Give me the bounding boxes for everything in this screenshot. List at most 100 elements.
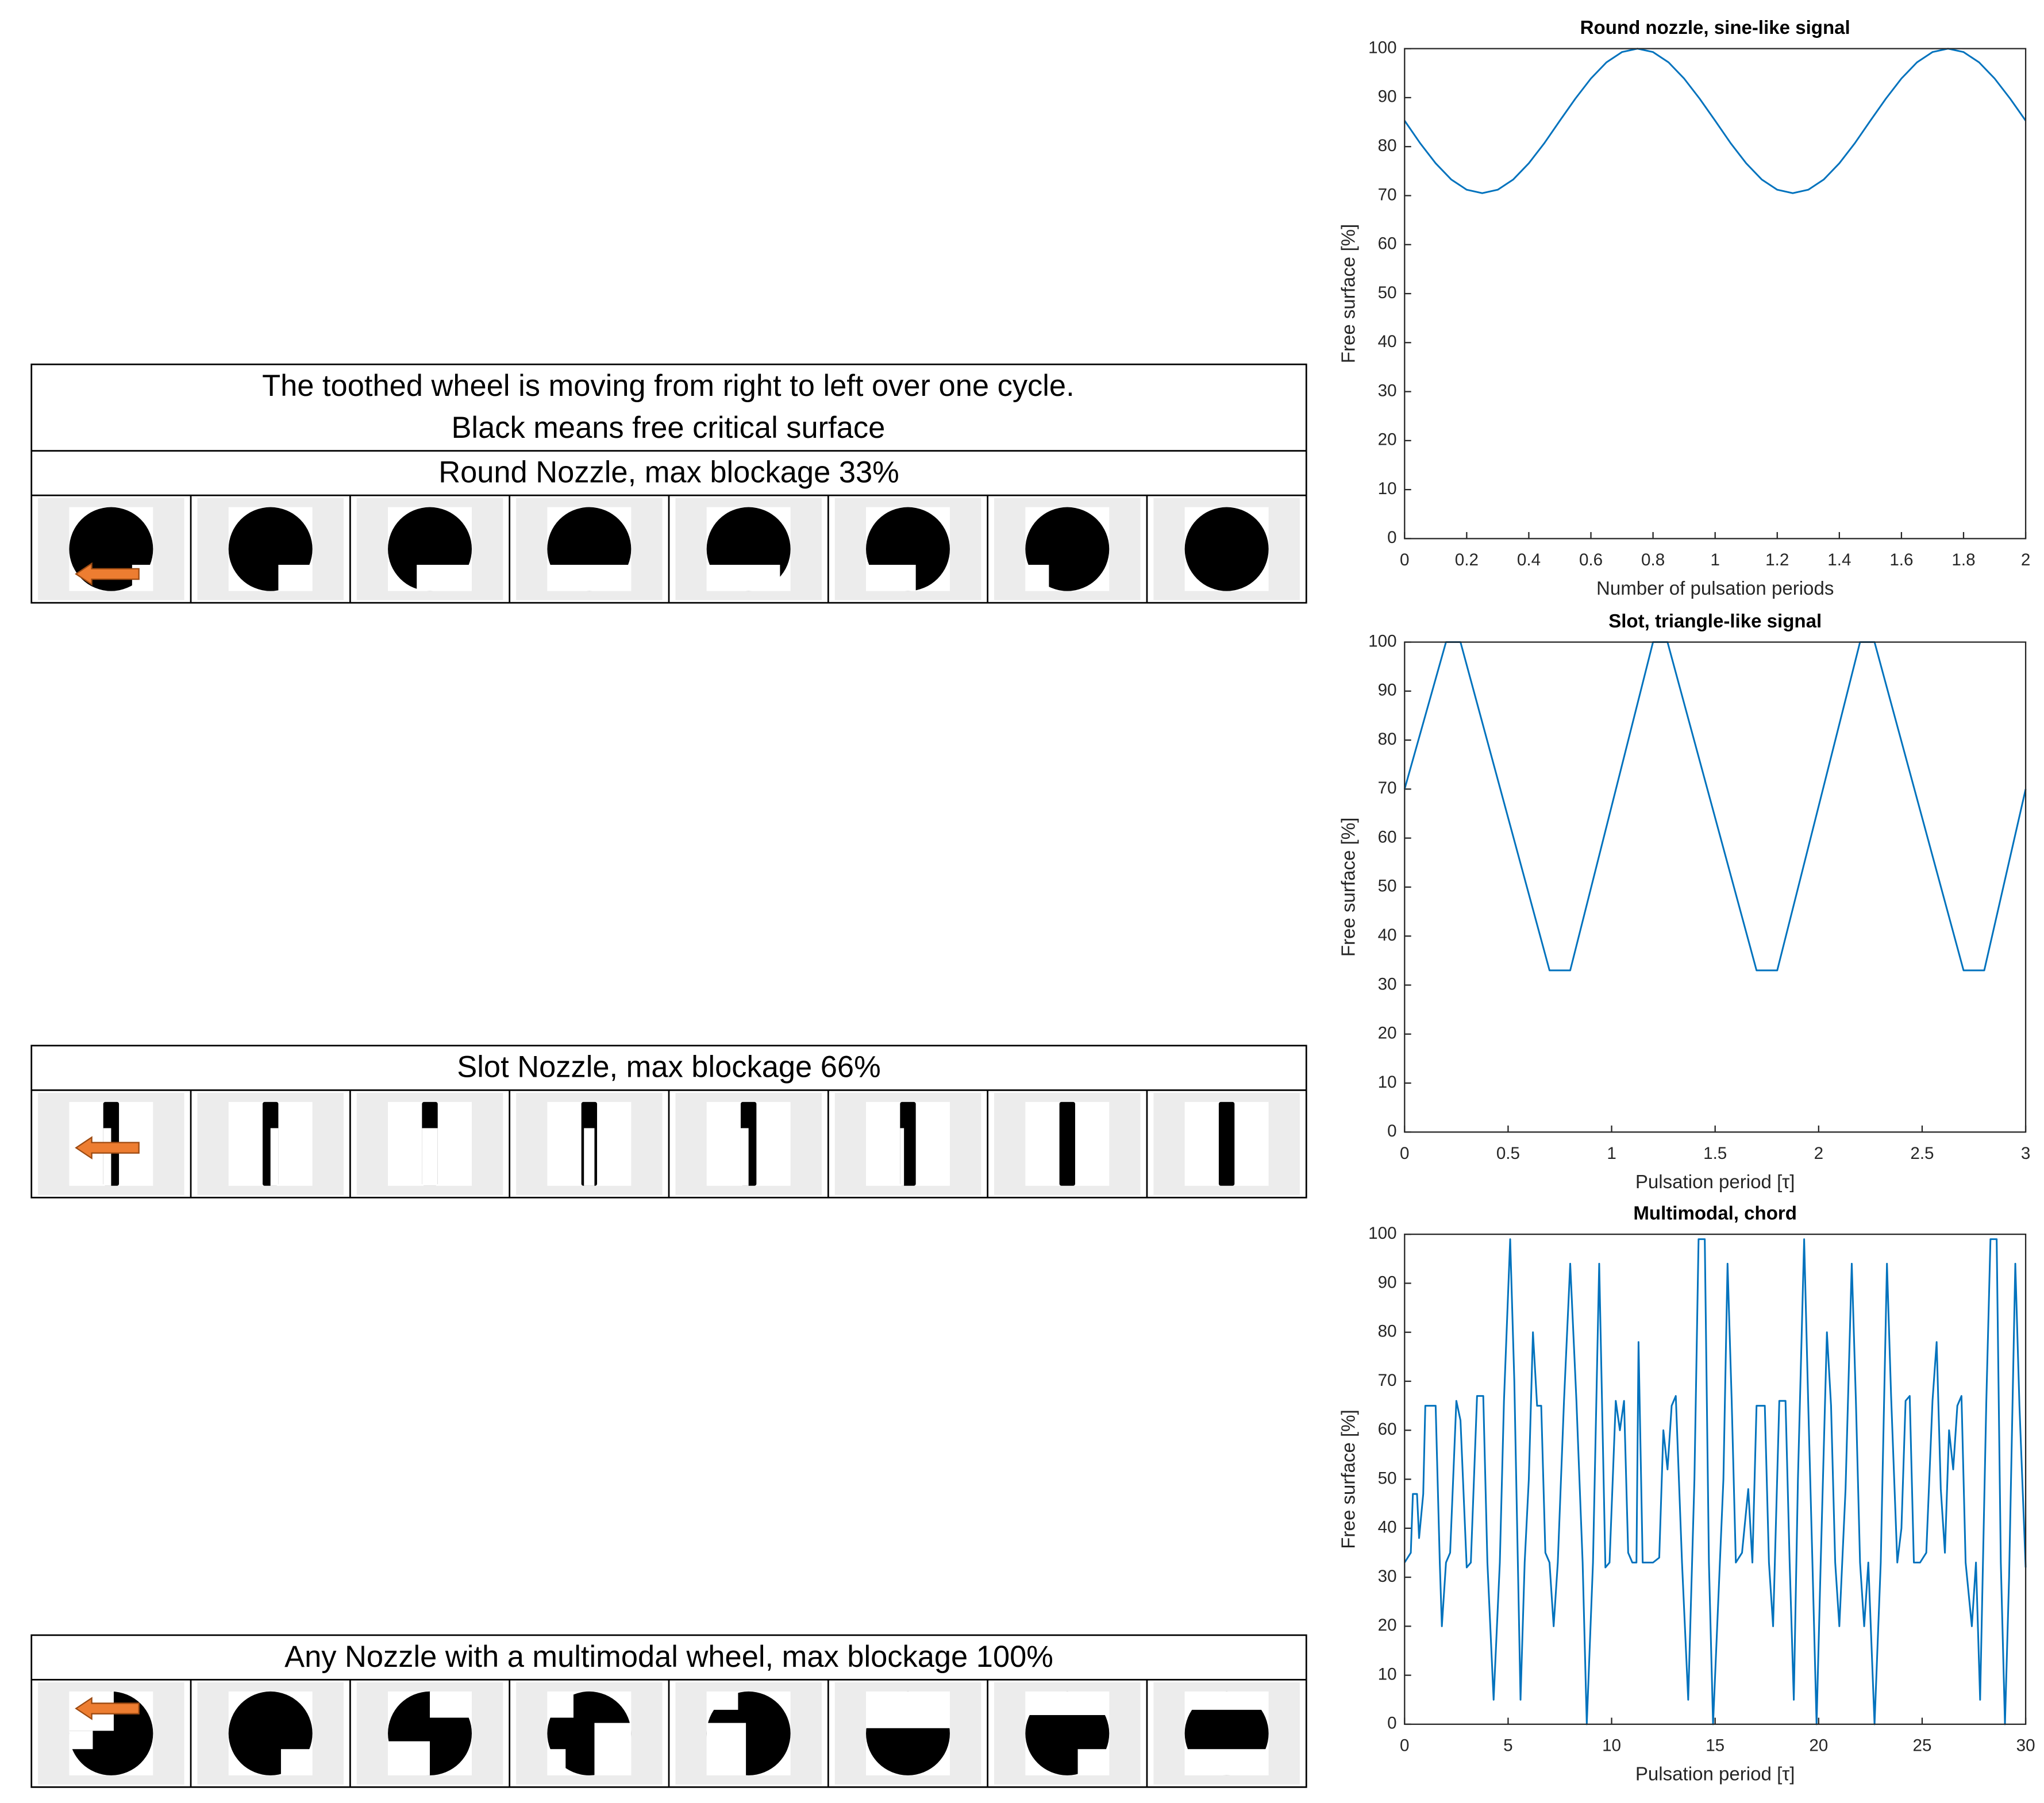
y-tick-label: 0 (1387, 528, 1396, 547)
x-tick-label: 15 (1706, 1736, 1724, 1755)
y-tick-label: 0 (1387, 1122, 1396, 1141)
y-tick-label: 20 (1378, 1616, 1397, 1635)
wheel-tooth (866, 1691, 950, 1728)
panel-title: Any Nozzle with a multimodal wheel, max … (284, 1640, 1053, 1674)
wheel-tooth (547, 1749, 566, 1775)
x-tick-label: 1 (1710, 550, 1719, 569)
y-tick-label: 100 (1368, 38, 1396, 57)
x-tick-label: 2 (1814, 1144, 1823, 1163)
x-axis-label: Pulsation period [τ] (1635, 1764, 1795, 1785)
chart-title: Multimodal, chord (1633, 1203, 1797, 1224)
x-tick-label: 10 (1602, 1736, 1621, 1755)
wheel-tooth (388, 1741, 430, 1775)
y-tick-label: 20 (1378, 1024, 1397, 1043)
y-tick-label: 10 (1378, 1073, 1397, 1092)
y-tick-label: 10 (1378, 1665, 1397, 1683)
x-tick-label: 1.4 (1827, 550, 1851, 569)
y-tick-label: 80 (1378, 730, 1397, 749)
y-tick-label: 40 (1378, 332, 1397, 351)
y-tick-label: 90 (1378, 681, 1397, 700)
x-tick-label: 5 (1503, 1736, 1512, 1755)
y-tick-label: 50 (1378, 1469, 1397, 1488)
axes-box (1404, 641, 2027, 1133)
wheel-tooth (547, 1691, 573, 1718)
signal-line (1404, 48, 2027, 194)
y-axis-label: Free surface [%] (1338, 224, 1359, 363)
panel-title: Round Nozzle, max blockage 33% (438, 456, 899, 490)
wheel-tooth (1184, 1691, 1269, 1710)
intro-line: Black means free critical surface (451, 411, 885, 445)
wheel-tooth (866, 565, 916, 591)
axes-box (1404, 1234, 2027, 1725)
wheel-tooth (280, 1749, 313, 1775)
x-tick-label: 0.6 (1579, 550, 1603, 569)
y-tick-label: 30 (1378, 381, 1397, 400)
wheel-tooth (706, 1691, 738, 1710)
x-axis-label: Pulsation period [τ] (1635, 1172, 1795, 1193)
direction-arrow (75, 1136, 140, 1160)
plot-area (1404, 642, 2026, 1132)
plot-area (1404, 1234, 2026, 1724)
y-tick-label: 20 (1378, 430, 1397, 449)
y-tick-label: 50 (1378, 283, 1397, 302)
signal-line (1404, 1238, 2027, 1725)
wheel-tooth (1025, 1691, 1110, 1715)
wheel-tooth (1184, 1749, 1269, 1775)
y-tick-label: 100 (1368, 631, 1396, 650)
panel-frame (30, 1045, 1307, 1199)
y-tick-label: 90 (1378, 87, 1397, 106)
x-tick-label: 25 (1912, 1736, 1931, 1755)
y-tick-label: 70 (1378, 779, 1397, 798)
wheel-tooth (278, 565, 313, 591)
x-axis-label: Number of pulsation periods (1596, 578, 1834, 599)
x-tick-label: 3 (2021, 1144, 2030, 1163)
wheel-tooth (706, 1723, 746, 1775)
x-tick-label: 0.2 (1455, 550, 1479, 569)
direction-arrow (75, 1697, 140, 1720)
nozzle (1059, 1101, 1075, 1186)
wheel-tooth (706, 565, 780, 591)
panel-title: Slot Nozzle, max blockage 66% (457, 1051, 880, 1084)
wheel-tooth (1077, 1749, 1110, 1775)
x-tick-label: 1.5 (1703, 1144, 1727, 1163)
direction-arrow (75, 562, 140, 586)
y-tick-label: 60 (1378, 234, 1397, 253)
nozzle (1218, 1101, 1235, 1186)
plot-area (1404, 48, 2026, 539)
y-tick-label: 90 (1378, 1273, 1397, 1292)
y-axis-label: Free surface [%] (1338, 1409, 1359, 1548)
y-tick-label: 80 (1378, 136, 1397, 155)
y-axis-label: Free surface [%] (1338, 818, 1359, 957)
wheel-tooth (584, 1128, 595, 1186)
y-tick-label: 40 (1378, 1518, 1397, 1537)
y-tick-label: 60 (1378, 827, 1397, 846)
chart-title: Slot, triangle-like signal (1608, 611, 1822, 632)
wheel-tooth (740, 1128, 749, 1186)
x-tick-label: 1.8 (1951, 550, 1975, 569)
wheel-tooth (69, 1731, 93, 1750)
x-tick-label: 1.2 (1765, 550, 1789, 569)
x-tick-label: 0 (1400, 1144, 1409, 1163)
x-tick-label: 0.8 (1641, 550, 1665, 569)
x-tick-label: 2 (2021, 550, 2030, 569)
y-tick-label: 0 (1387, 1714, 1396, 1733)
wheel-tooth (900, 1128, 904, 1186)
y-tick-label: 60 (1378, 1420, 1397, 1439)
x-tick-label: 20 (1809, 1736, 1828, 1755)
x-tick-label: 2.5 (1910, 1144, 1934, 1163)
y-tick-label: 30 (1378, 1567, 1397, 1586)
wheel-tooth (547, 565, 632, 591)
wheel-tooth (422, 1128, 438, 1186)
y-tick-label: 80 (1378, 1322, 1397, 1341)
y-tick-label: 70 (1378, 1371, 1397, 1390)
wheel-tooth (417, 565, 472, 591)
nozzle (1184, 507, 1269, 591)
y-tick-label: 50 (1378, 877, 1397, 896)
y-tick-label: 10 (1378, 479, 1397, 498)
signal-line (1403, 641, 2027, 972)
axes-box (1404, 48, 2027, 540)
x-tick-label: 30 (2016, 1736, 2035, 1755)
wheel-tooth (1025, 565, 1049, 591)
